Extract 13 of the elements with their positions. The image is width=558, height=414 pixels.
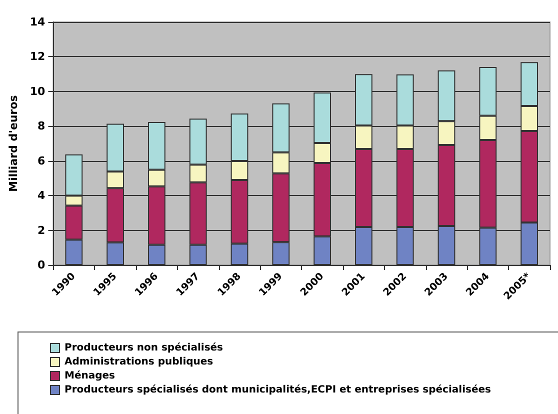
legend-label: Producteurs spécialisés dont municipalités,ECPI et entreprises spécialisées [64, 384, 492, 396]
y-tick-label: 2 [38, 224, 46, 237]
y-tick-label: 0 [38, 258, 46, 272]
legend-label: Ménages [64, 370, 116, 382]
y-axis-title: Milliard d'euros [7, 94, 20, 192]
y-tick-label: 10 [30, 84, 46, 98]
y-tick-label: 4 [38, 189, 46, 202]
legend-label: Producteurs non spécialisés [64, 342, 224, 354]
legend-label: Administrations publiques [64, 356, 214, 368]
y-tick-label: 6 [38, 154, 46, 168]
y-tick-label: 8 [38, 120, 46, 133]
y-tick-label: 12 [30, 50, 46, 64]
y-tick-label: 14 [30, 16, 46, 28]
